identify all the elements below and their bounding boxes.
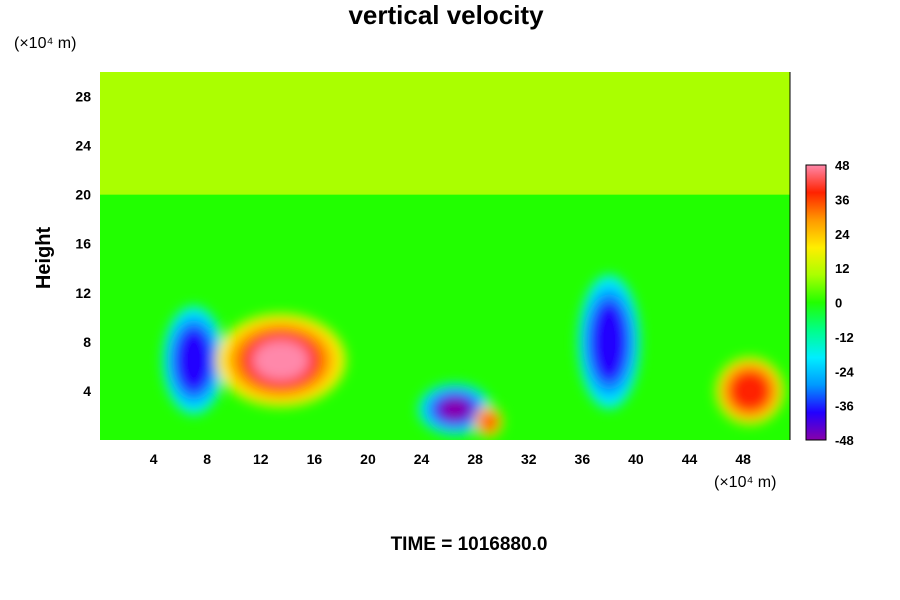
y-tick-12: 12 bbox=[75, 285, 91, 301]
x-tick-8: 8 bbox=[203, 451, 211, 467]
colorbar-tick--12: -12 bbox=[835, 330, 854, 345]
x-tick-24: 24 bbox=[414, 451, 430, 467]
x-tick-4: 4 bbox=[150, 451, 158, 467]
plot-area bbox=[100, 72, 790, 440]
upper-calm-band bbox=[100, 72, 790, 195]
colorbar-tick-48: 48 bbox=[835, 158, 849, 173]
colorbar-tick-24: 24 bbox=[835, 227, 850, 242]
x-tick-28: 28 bbox=[467, 451, 483, 467]
x-tick-16: 16 bbox=[307, 451, 323, 467]
feature-4-contour-3 bbox=[595, 312, 623, 372]
chart-title: vertical velocity bbox=[348, 0, 544, 30]
x-tick-20: 20 bbox=[360, 451, 376, 467]
x-unit-label: (×10⁴ m) bbox=[714, 474, 776, 491]
x-tick-32: 32 bbox=[521, 451, 537, 467]
x-tick-40: 40 bbox=[628, 451, 644, 467]
y-tick-4: 4 bbox=[83, 383, 91, 399]
colorbar-tick-36: 36 bbox=[835, 192, 849, 207]
x-tick-48: 48 bbox=[735, 451, 751, 467]
colorbar-tick-12: 12 bbox=[835, 261, 849, 276]
y-tick-20: 20 bbox=[75, 187, 91, 203]
feature-3-contour-3 bbox=[482, 414, 495, 429]
time-label: TIME = 1016880.0 bbox=[391, 534, 548, 555]
x-tick-44: 44 bbox=[682, 451, 698, 467]
feature-1-contour-3 bbox=[252, 339, 310, 381]
colorbar-tick--36: -36 bbox=[835, 399, 854, 414]
colorbar-tick--48: -48 bbox=[835, 433, 854, 448]
feature-0-contour-3 bbox=[180, 336, 208, 384]
feature-2-contour-3 bbox=[439, 398, 472, 421]
x-tick-12: 12 bbox=[253, 451, 269, 467]
y-tick-28: 28 bbox=[75, 89, 91, 105]
y-tick-labels: 4 8 12 16 20 24 28 bbox=[75, 89, 91, 399]
x-tick-36: 36 bbox=[575, 451, 591, 467]
y-axis-label: Height bbox=[33, 227, 55, 290]
x-tick-labels: 4 8 12 16 20 24 28 32 36 40 44 48 bbox=[150, 451, 751, 467]
y-tick-24: 24 bbox=[75, 138, 91, 154]
y-tick-16: 16 bbox=[75, 236, 91, 252]
colorbar-tick-0: 0 bbox=[835, 296, 842, 311]
colorbar-tick-labels: 48 36 24 12 0 -12 -24 -36 -48 bbox=[835, 158, 855, 448]
y-unit-label: (×10⁴ m) bbox=[14, 35, 76, 52]
colorbar bbox=[805, 164, 827, 441]
y-tick-8: 8 bbox=[83, 334, 91, 350]
feature-5-contour-3 bbox=[735, 376, 765, 406]
colorbar-tick--24: -24 bbox=[835, 364, 855, 379]
velocity-features bbox=[162, 274, 784, 438]
